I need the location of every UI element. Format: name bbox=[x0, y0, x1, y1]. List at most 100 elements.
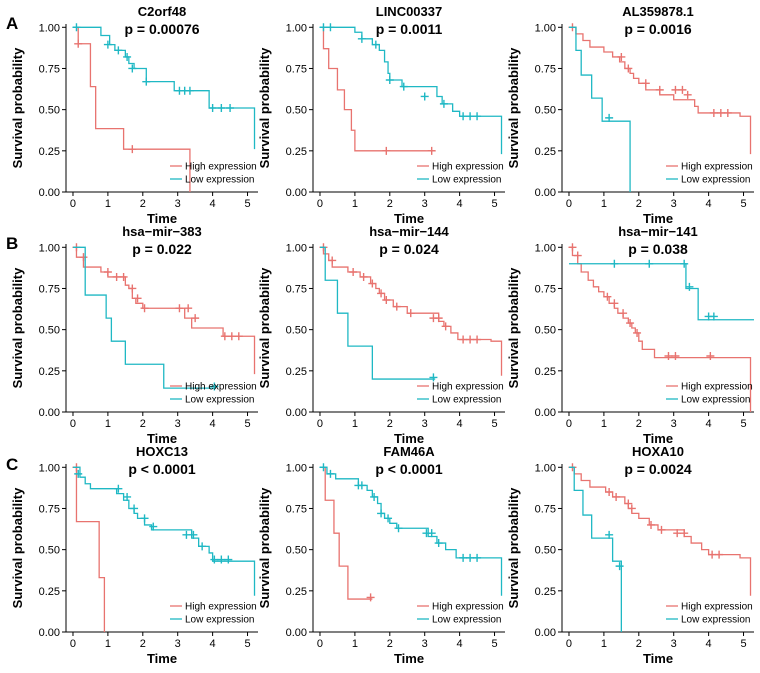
x-tick-label: 4 bbox=[706, 198, 712, 210]
y-tick-label: 0.50 bbox=[39, 325, 60, 337]
x-tick-label: 1 bbox=[601, 198, 607, 210]
x-tick-label: 5 bbox=[244, 418, 250, 430]
plot-title: HOXC13 bbox=[136, 444, 188, 459]
x-tick-label: 4 bbox=[210, 638, 216, 650]
censor-mark bbox=[112, 272, 121, 281]
censor-mark bbox=[370, 492, 379, 501]
plot-title: LINC00337 bbox=[376, 4, 442, 19]
y-tick-label: 0.50 bbox=[39, 105, 60, 117]
x-tick-label: 3 bbox=[671, 418, 677, 430]
censor-mark bbox=[645, 259, 654, 268]
p-value: p < 0.0001 bbox=[375, 461, 443, 477]
plot-title: hsa−mir−383 bbox=[122, 224, 202, 239]
high-expression-curve bbox=[319, 26, 436, 152]
km-plot-7: FAM46A p < 0.0001 0 1 2 3 4 5 0.00 0.25 0.50 0.75 1.… bbox=[257, 444, 505, 666]
low-expression-curve bbox=[568, 466, 622, 632]
censor-mark bbox=[715, 550, 724, 559]
x-axis-title: Time bbox=[643, 651, 673, 666]
y-tick-label: 0.25 bbox=[39, 146, 60, 158]
y-axis-title: Survival probability bbox=[506, 267, 521, 388]
x-tick-label: 0 bbox=[566, 418, 572, 430]
censor-mark bbox=[319, 23, 328, 32]
censor-mark bbox=[473, 335, 482, 344]
y-tick-label: 0.25 bbox=[286, 366, 307, 378]
censor-mark bbox=[226, 104, 235, 112]
x-tick-label: 5 bbox=[244, 198, 250, 210]
censor-mark bbox=[671, 85, 680, 94]
x-tick-label: 0 bbox=[70, 198, 76, 210]
low-expression-curve bbox=[319, 26, 503, 155]
censor-mark bbox=[217, 555, 226, 564]
x-tick-label: 2 bbox=[636, 198, 642, 210]
censor-mark bbox=[385, 76, 394, 84]
censor-mark bbox=[123, 52, 132, 61]
censor-mark bbox=[427, 529, 436, 538]
legend-label-low: Low expression bbox=[681, 395, 750, 406]
censor-mark bbox=[459, 553, 468, 562]
censor-mark bbox=[74, 39, 83, 48]
censor-mark bbox=[466, 553, 475, 562]
censor-mark bbox=[103, 40, 112, 49]
y-tick-label: 0.75 bbox=[286, 503, 307, 515]
x-tick-label: 5 bbox=[491, 198, 497, 210]
legend-label-high: High expression bbox=[185, 602, 257, 613]
y-tick-label: 0.00 bbox=[286, 187, 307, 199]
x-tick-label: 3 bbox=[422, 198, 428, 210]
y-tick-label: 0.25 bbox=[535, 366, 556, 378]
p-value: p = 0.022 bbox=[132, 241, 192, 257]
y-tick-label: 0.00 bbox=[535, 627, 556, 639]
censor-mark bbox=[626, 319, 635, 328]
x-axis-title: Time bbox=[394, 651, 424, 666]
y-tick-label: 0.50 bbox=[286, 545, 307, 557]
censor-mark bbox=[357, 481, 366, 490]
censor-mark bbox=[399, 82, 408, 91]
x-tick-label: 0 bbox=[317, 418, 323, 430]
censor-mark bbox=[610, 259, 619, 268]
y-axis-title: Survival probability bbox=[257, 487, 272, 608]
censor-mark bbox=[119, 272, 128, 281]
censor-mark bbox=[624, 499, 633, 508]
y-tick-label: 0.50 bbox=[286, 105, 307, 117]
censor-mark bbox=[368, 279, 377, 288]
panel-letter-a: A bbox=[6, 14, 18, 33]
x-tick-label: 0 bbox=[317, 638, 323, 650]
x-tick-label: 4 bbox=[457, 198, 463, 210]
censor-mark bbox=[103, 268, 112, 276]
censor-mark bbox=[326, 469, 335, 478]
panel-letter-c: C bbox=[6, 455, 18, 474]
y-tick-label: 0.00 bbox=[535, 187, 556, 199]
y-tick-label: 0.50 bbox=[39, 545, 60, 557]
censor-mark bbox=[633, 328, 642, 337]
censor-mark bbox=[224, 555, 233, 564]
legend-label-high: High expression bbox=[185, 162, 257, 173]
censor-mark bbox=[210, 382, 219, 391]
censor-mark bbox=[434, 314, 443, 323]
censor-mark bbox=[140, 514, 149, 523]
censor-mark bbox=[441, 322, 450, 331]
x-tick-label: 0 bbox=[70, 638, 76, 650]
p-value: p = 0.024 bbox=[379, 241, 439, 257]
censor-mark bbox=[377, 509, 386, 518]
censor-mark bbox=[377, 289, 386, 298]
legend-label-high: High expression bbox=[185, 382, 257, 393]
y-tick-label: 0.50 bbox=[535, 325, 556, 337]
km-plot-1: LINC00337 p = 0.0011 0 1 2 3 4 5 0.00 0.25 0.50 0.7… bbox=[257, 4, 505, 226]
censor-mark bbox=[610, 299, 619, 308]
censor-mark bbox=[709, 108, 718, 117]
censor-mark bbox=[142, 77, 151, 86]
censor-mark bbox=[210, 555, 219, 564]
y-tick-label: 0.25 bbox=[535, 146, 556, 158]
y-tick-label: 0.50 bbox=[535, 545, 556, 557]
censor-mark bbox=[680, 259, 689, 268]
x-tick-label: 1 bbox=[352, 198, 358, 210]
y-tick-label: 0.50 bbox=[535, 105, 556, 117]
plot-title: FAM46A bbox=[383, 444, 435, 459]
x-tick-label: 4 bbox=[210, 198, 216, 210]
censor-mark bbox=[349, 268, 358, 276]
legend-label-low: Low expression bbox=[432, 395, 501, 406]
km-plot-6: HOXC13 p < 0.0001 0 1 2 3 4 5 0.00 0.25 0.50 0.75 1.… bbox=[10, 444, 258, 666]
y-tick-label: 1.00 bbox=[39, 242, 60, 254]
censor-mark bbox=[605, 530, 614, 539]
low-expression-curve bbox=[319, 246, 436, 380]
